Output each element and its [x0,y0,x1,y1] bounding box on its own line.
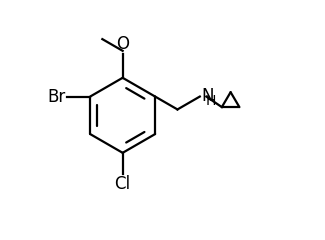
Text: H: H [205,94,216,108]
Text: Cl: Cl [115,175,131,193]
Text: Br: Br [47,88,66,106]
Text: O: O [116,35,129,53]
Text: N: N [202,87,214,105]
